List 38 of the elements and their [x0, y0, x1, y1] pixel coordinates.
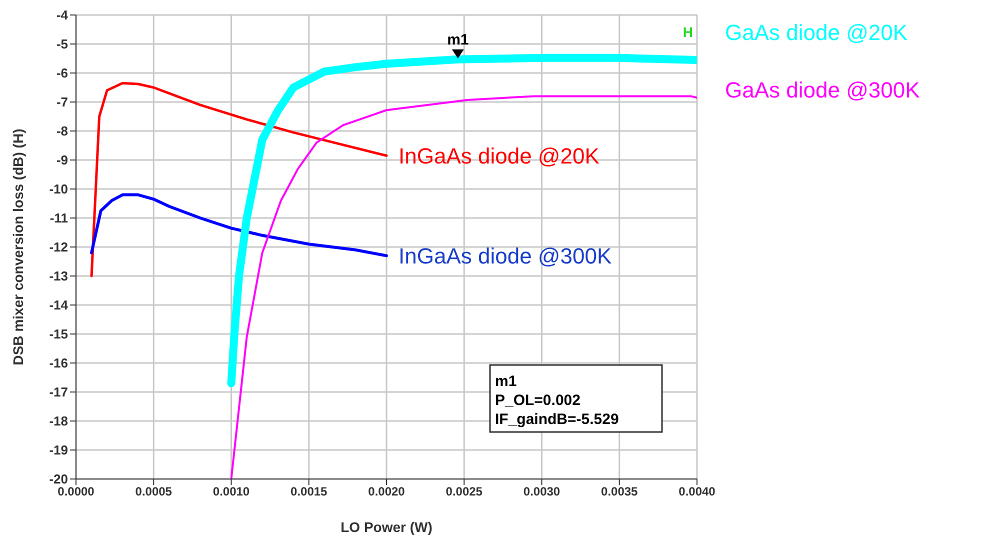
series-label: GaAs diode @300K [725, 78, 920, 103]
x-tick-label: 0.0000 [58, 484, 95, 499]
y-tick-label: -6 [56, 66, 68, 81]
line-series [90, 193, 388, 258]
y-tick-label: -5 [56, 36, 68, 52]
annotation: m1 [447, 31, 469, 48]
x-tick-label: 0.0030 [523, 484, 560, 499]
y-tick-label: -11 [50, 210, 68, 226]
y-tick-label: -14 [49, 298, 69, 313]
annotation: H [682, 24, 693, 40]
y-tick-label: -17 [49, 384, 68, 400]
y-tick-label: -7 [56, 94, 68, 110]
series-label: InGaAs diode @300K [398, 244, 612, 269]
x-tick-label: 0.0005 [135, 484, 172, 499]
y-tick-label: -4 [56, 8, 69, 23]
x-axis-title: LO Power (W) [340, 519, 432, 535]
annotation: m1 P_OL=0.002 IF_gaindB=-5.529 [495, 373, 619, 428]
y-tick-label: -20 [49, 472, 68, 487]
y-tick-label: -18 [49, 414, 68, 429]
y-axis-title: DSB mixer conversion loss (dB) (H) [10, 128, 26, 366]
y-tick-label: -19 [49, 442, 68, 458]
x-tick-label: 0.0015 [290, 484, 328, 499]
y-tick-label: -12 [49, 240, 68, 255]
x-tick-label: 0.0025 [446, 484, 483, 499]
x-tick-label: 0.0035 [601, 484, 638, 499]
line-series [230, 95, 697, 479]
y-tick-label: -16 [49, 356, 68, 371]
y-tick-label: -9 [56, 152, 68, 168]
x-tick-label: 0.0040 [678, 484, 716, 499]
line-series [90, 82, 388, 278]
series-label: GaAs diode @20K [725, 20, 908, 45]
y-tick-label: -15 [49, 326, 68, 342]
y-tick-label: -8 [56, 124, 68, 139]
y-tick-label: -13 [49, 268, 68, 284]
y-tick-label: -10 [49, 182, 68, 197]
x-tick-label: 0.0010 [212, 484, 250, 499]
series-label: InGaAs diode @20K [398, 144, 600, 169]
x-tick-label: 0.0020 [368, 484, 406, 499]
